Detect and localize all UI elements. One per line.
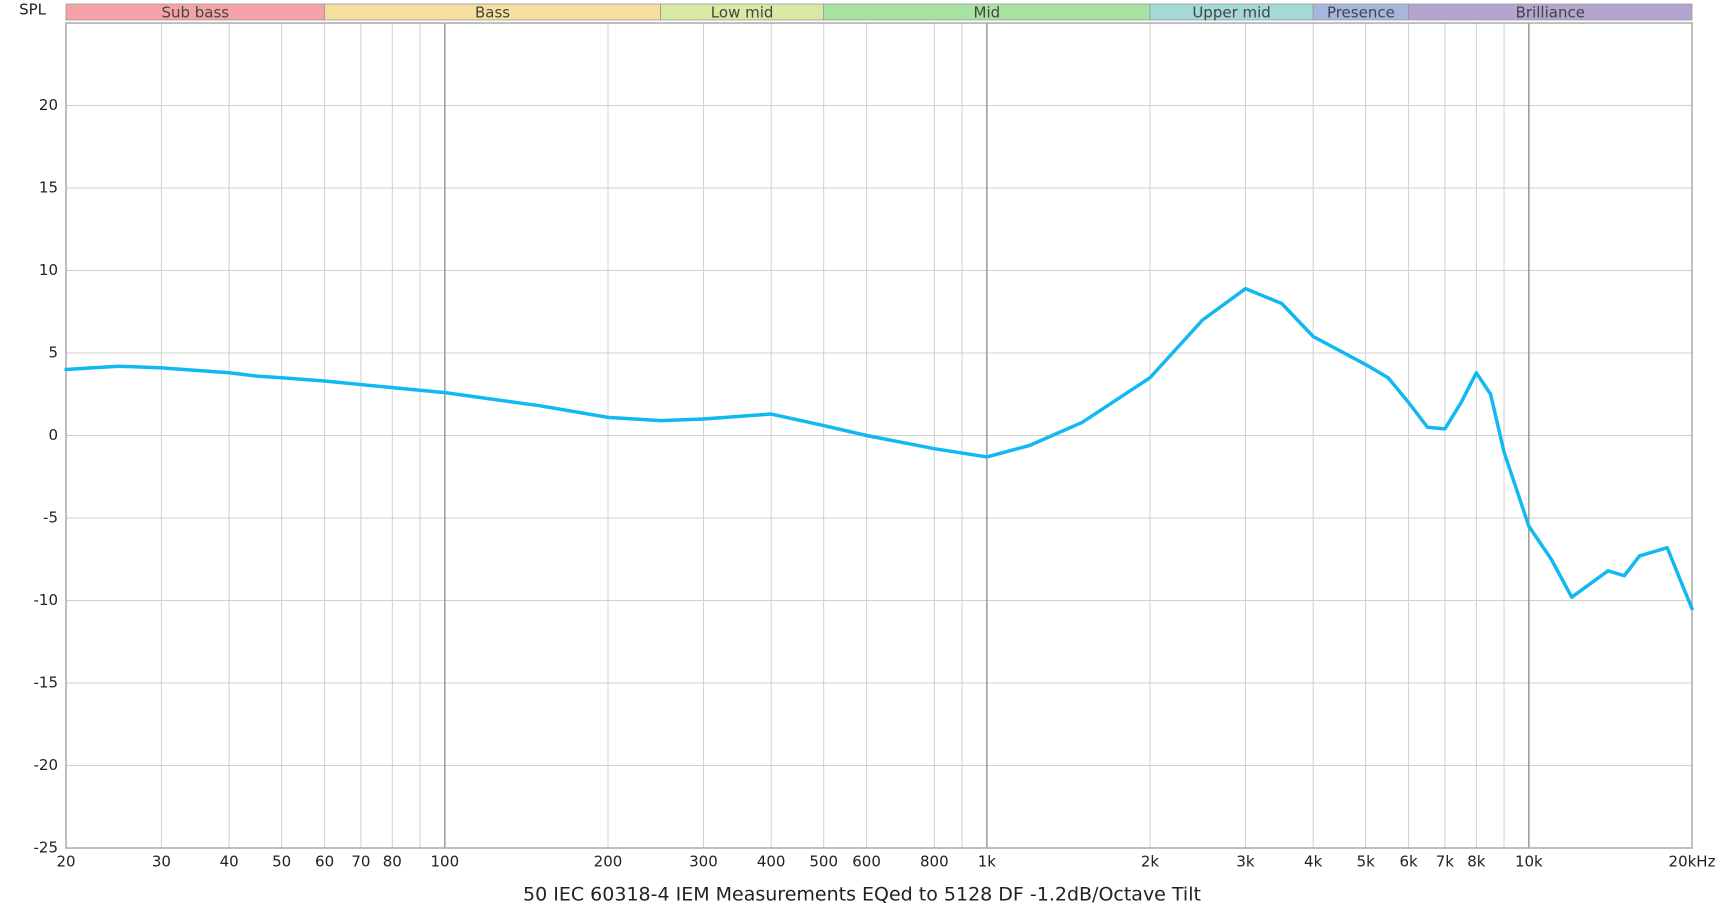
y-tick-label: -20	[34, 756, 59, 774]
x-tick-label: 500	[809, 853, 838, 871]
y-tick-label: -25	[34, 839, 59, 857]
x-tick-label: 200	[594, 853, 623, 871]
x-tick-label: 8k	[1467, 853, 1486, 871]
x-tick-label: 800	[920, 853, 949, 871]
y-axis-title: SPL	[19, 1, 47, 19]
band-label: Brilliance	[1516, 4, 1585, 22]
x-tick-label: 3k	[1236, 853, 1255, 871]
band-label: Sub bass	[161, 4, 229, 22]
y-tick-label: 0	[48, 426, 58, 444]
x-tick-label: 6k	[1399, 853, 1418, 871]
y-tick-label: 20	[39, 96, 58, 114]
y-tick-label: -5	[43, 509, 58, 527]
x-tick-label: 20	[56, 853, 75, 871]
x-tick-label: 70	[351, 853, 370, 871]
plot-border	[65, 22, 1693, 849]
x-tick-label: 50	[272, 853, 291, 871]
y-tick-label: 5	[48, 344, 58, 362]
x-tick-label: 20kHz	[1669, 853, 1715, 871]
x-axis-title: 50 IEC 60318-4 IEM Measurements EQed to …	[523, 884, 1201, 906]
x-tick-label: 2k	[1141, 853, 1160, 871]
x-tick-label: 60	[315, 853, 334, 871]
band-label: Upper mid	[1192, 4, 1271, 22]
band-label: Bass	[475, 4, 510, 22]
x-tick-label: 400	[757, 853, 786, 871]
y-tick-label: 10	[39, 261, 58, 279]
band-label: Presence	[1327, 4, 1395, 22]
band-label: Low mid	[711, 4, 774, 22]
curve	[64, 286, 1694, 611]
band	[1408, 3, 1693, 21]
x-tick-label: 7k	[1436, 853, 1455, 871]
band-label: Mid	[974, 4, 1001, 22]
x-tick-label: 300	[689, 853, 718, 871]
x-tick-label: 30	[152, 853, 171, 871]
y-tick-label: 15	[39, 179, 58, 197]
x-tick-label: 5k	[1357, 853, 1376, 871]
x-tick-label: 80	[383, 853, 402, 871]
x-tick-label: 4k	[1304, 853, 1323, 871]
x-tick-label: 100	[431, 853, 460, 871]
x-tick-label: 40	[220, 853, 239, 871]
x-tick-label: 10k	[1515, 853, 1543, 871]
x-tick-label: 600	[852, 853, 881, 871]
y-tick-label: -15	[34, 674, 59, 692]
x-tick-label: 1k	[978, 853, 997, 871]
y-tick-label: -10	[34, 591, 59, 609]
